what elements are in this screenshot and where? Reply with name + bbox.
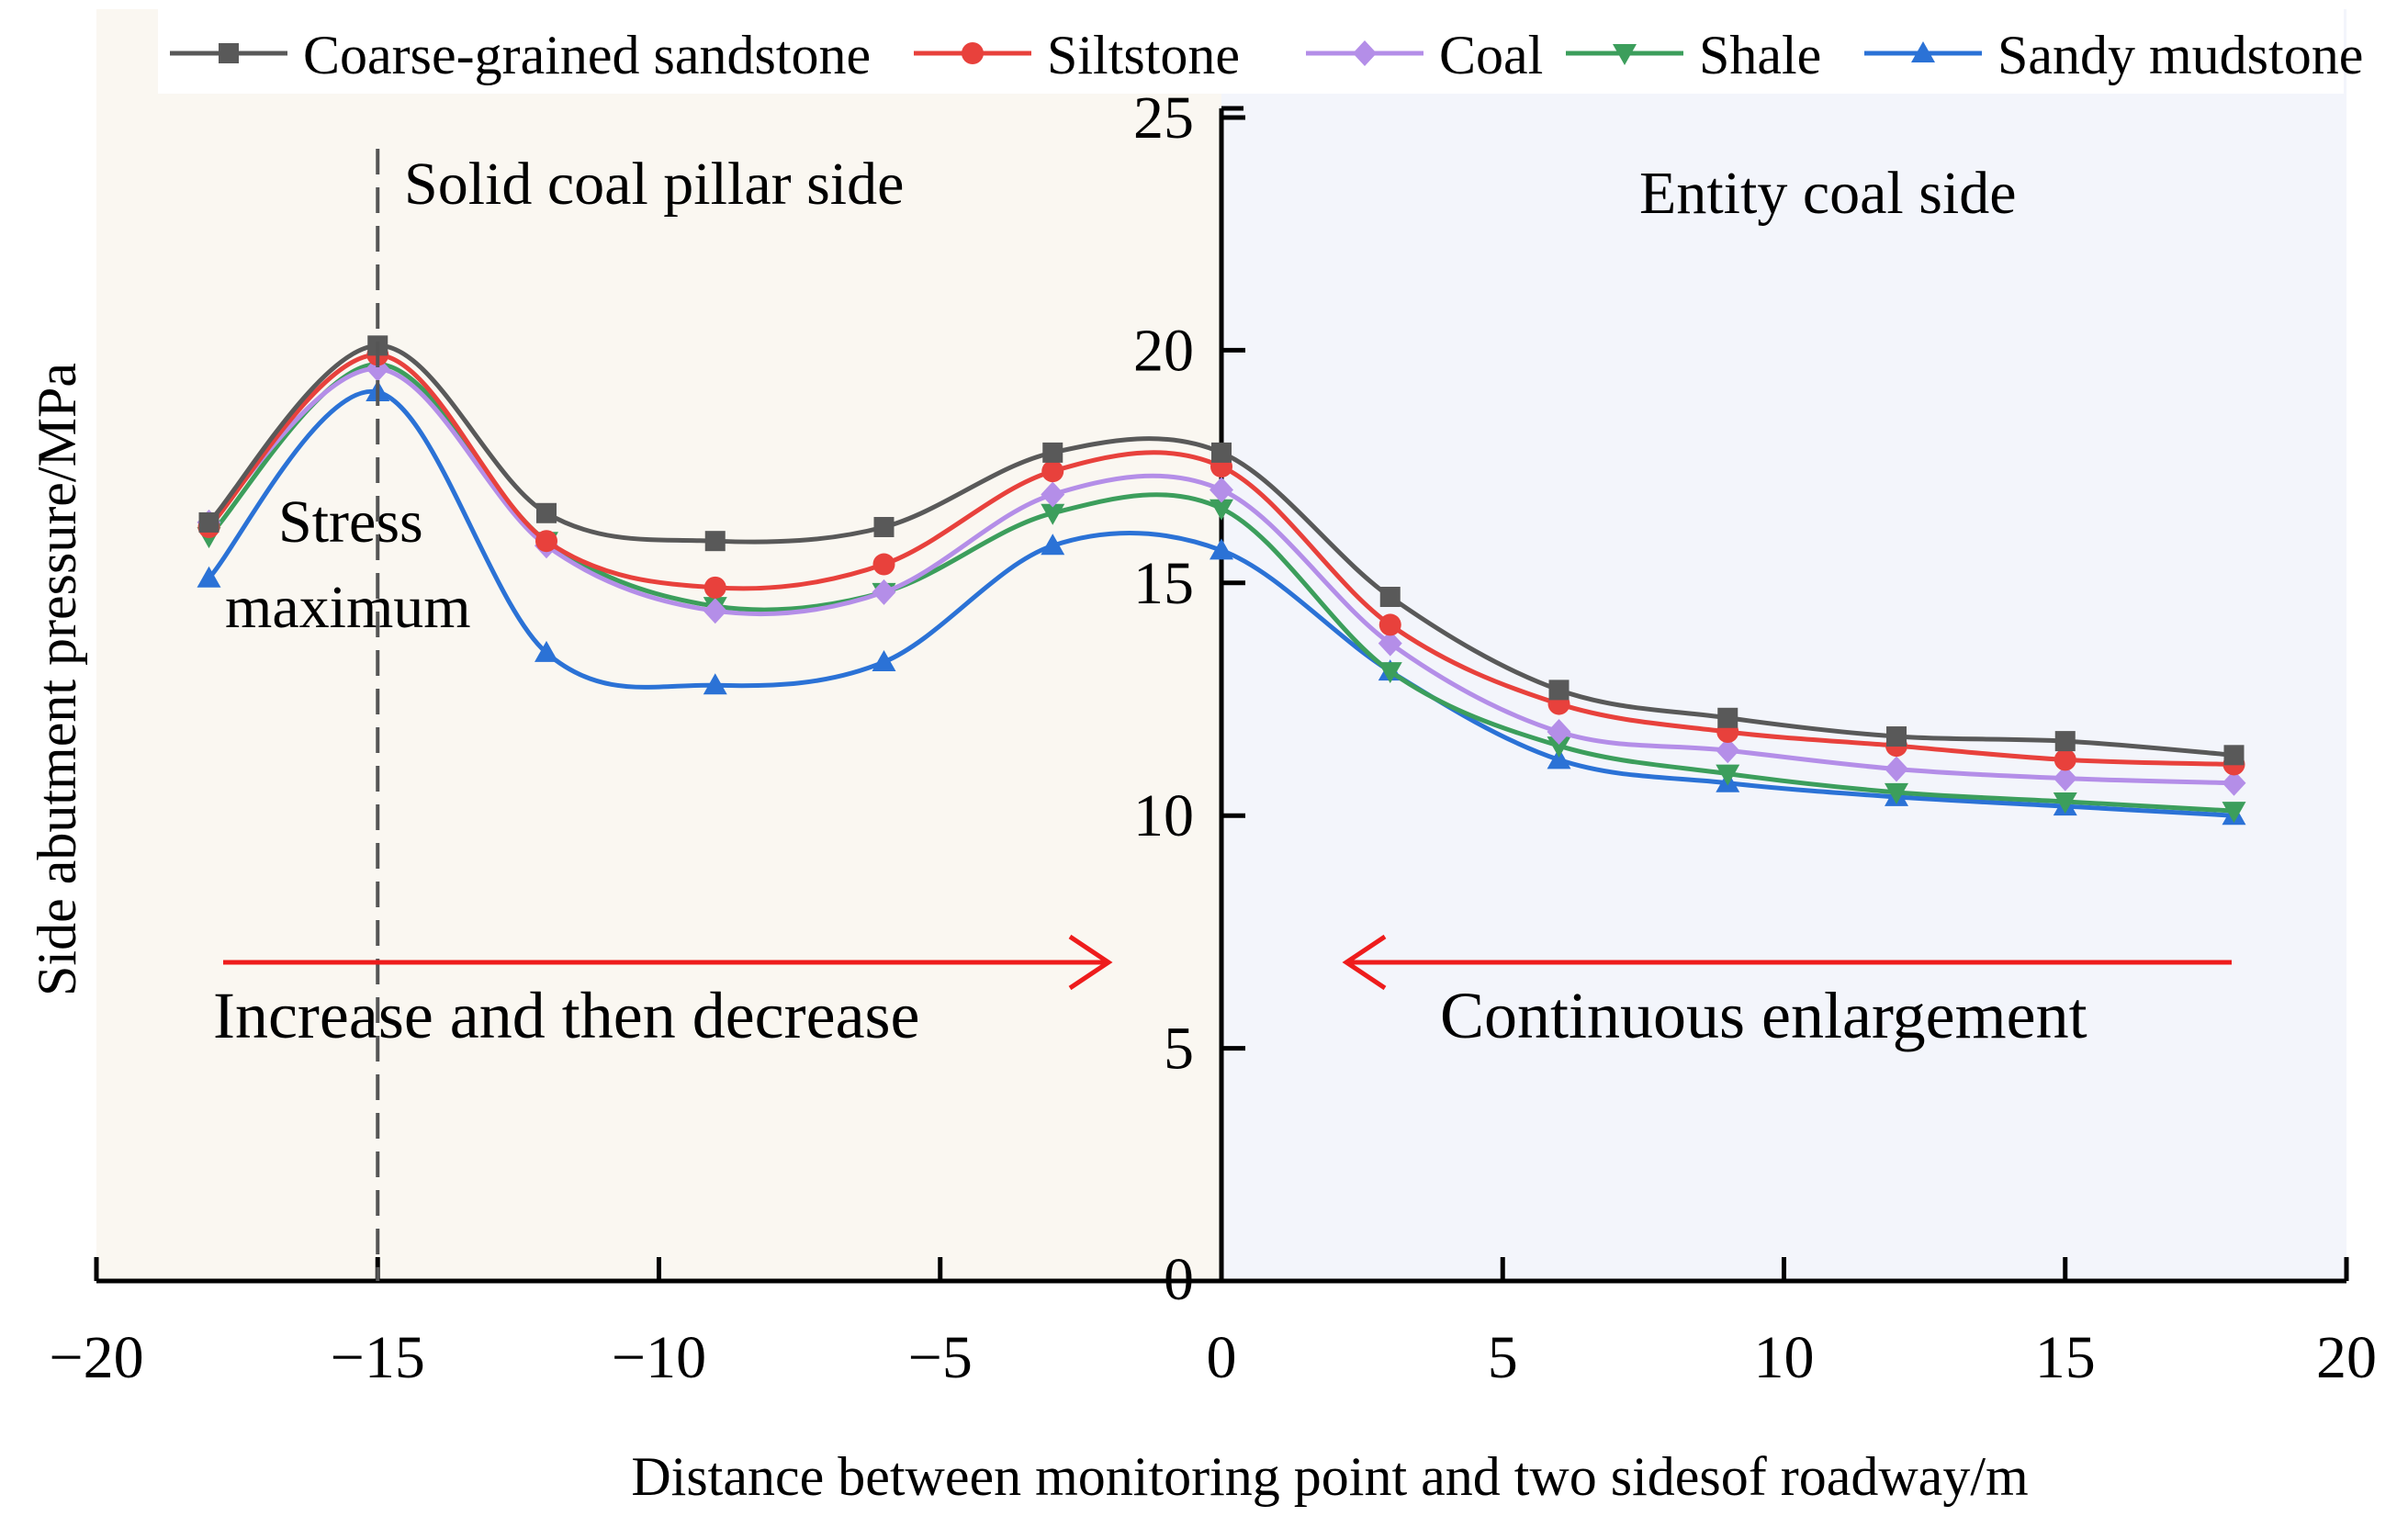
- series-siltstone: [197, 343, 2245, 776]
- stress-maximum-label-line1: Stress: [278, 489, 423, 556]
- data-point: [1378, 630, 1402, 657]
- legend-swatch-marker: [219, 43, 239, 63]
- data-point: [1041, 534, 1065, 556]
- data-point: [2223, 745, 2245, 766]
- y-tick-label: 25: [1133, 84, 1194, 152]
- data-point: [198, 511, 219, 533]
- data-point: [1547, 747, 1571, 770]
- data-point: [703, 598, 727, 624]
- data-point: [872, 579, 896, 605]
- pillar-side-background: [96, 9, 1221, 1281]
- data-point: [704, 531, 726, 552]
- data-point: [872, 553, 895, 576]
- legend-label: Shale: [1699, 25, 1821, 85]
- legend-item: Sandy mudstone: [1864, 25, 2363, 85]
- data-point: [1886, 726, 1907, 747]
- legend-swatch-marker: [962, 42, 984, 64]
- data-point: [534, 640, 558, 662]
- series-coarse-grained-sandstone: [198, 335, 2245, 766]
- data-point: [1379, 587, 1401, 608]
- x-tick-label: 20: [2316, 1324, 2377, 1391]
- data-point: [536, 502, 557, 523]
- legend-item: Shale: [1566, 25, 1821, 85]
- legend: Coarse-grained sandstone Siltstone Coal Sha…: [158, 9, 2363, 94]
- left-region-label: Solid coal pillar side: [404, 151, 904, 218]
- x-tick-label: −10: [612, 1324, 706, 1391]
- right-region-label: Entity coal side: [1639, 160, 2017, 227]
- x-tick-label: −5: [908, 1324, 973, 1391]
- x-tick-label: 0: [1207, 1324, 1237, 1391]
- data-point: [1717, 707, 1738, 728]
- data-point: [2054, 748, 2076, 771]
- series-layer: [197, 335, 2246, 826]
- data-point: [2053, 792, 2077, 814]
- data-point: [703, 576, 726, 599]
- x-tick-label: −20: [49, 1324, 143, 1391]
- entity-side-background: [1221, 9, 2346, 1281]
- x-tick-label: 10: [1754, 1324, 1815, 1391]
- data-point: [2222, 770, 2246, 796]
- data-point: [872, 649, 896, 671]
- data-point: [1885, 782, 1908, 804]
- legend-label: Coal: [1439, 25, 1543, 85]
- series-line: [207, 366, 2234, 786]
- annotation-layer: Solid coal pillar side Entity coal side …: [27, 149, 2232, 1507]
- data-point: [1210, 477, 1233, 503]
- data-point: [1210, 499, 1233, 521]
- series-line: [207, 352, 2234, 767]
- data-point: [703, 673, 727, 695]
- legend-label: Coarse-grained sandstone: [303, 25, 871, 85]
- y-axis-label: Side abutment pressure/MPa: [27, 363, 87, 996]
- stress-maximum-label-line2: maximum: [225, 574, 471, 641]
- data-point: [197, 566, 221, 588]
- data-point: [1041, 481, 1065, 508]
- legend-item: Coarse-grained sandstone: [170, 25, 871, 85]
- legend-swatch-marker: [1613, 44, 1637, 65]
- series-line: [207, 343, 2234, 758]
- legend-swatch-marker: [1353, 40, 1377, 66]
- y-tick-label: 20: [1133, 317, 1194, 384]
- legend-item: Coal: [1306, 25, 1543, 85]
- data-point: [535, 530, 557, 553]
- legend-swatch-marker: [1911, 41, 1935, 62]
- y-tick-label: 15: [1133, 550, 1194, 617]
- data-point: [1211, 442, 1232, 463]
- x-tick-label: 15: [2035, 1324, 2096, 1391]
- legend-item: Siltstone: [914, 25, 1240, 85]
- data-point: [1041, 460, 1064, 483]
- data-point: [1547, 718, 1571, 745]
- data-point: [1210, 538, 1233, 560]
- data-point: [1042, 442, 1063, 463]
- data-point: [1716, 764, 1740, 786]
- x-tick-label: −15: [331, 1324, 425, 1391]
- data-point: [1547, 736, 1571, 758]
- data-point: [1548, 680, 1570, 701]
- x-tick-label: 5: [1488, 1324, 1518, 1391]
- legend-label: Sandy mudstone: [1997, 25, 2363, 85]
- series-line: [207, 389, 2234, 818]
- data-point: [873, 516, 895, 537]
- right-trend-label: Continuous enlargement: [1440, 979, 2087, 1052]
- left-trend-label: Increase and then decrease: [213, 979, 920, 1052]
- x-axis-label: Distance between monitoring point and tw…: [631, 1446, 2028, 1507]
- arrow-head-left: [1342, 934, 1387, 991]
- data-point: [1041, 503, 1065, 525]
- y-tick-label: 5: [1164, 1016, 1194, 1083]
- y-tick-label: 10: [1133, 782, 1194, 849]
- data-point: [2222, 802, 2246, 824]
- data-point: [1885, 756, 1908, 782]
- data-point: [2053, 765, 2077, 792]
- data-point: [1716, 737, 1740, 764]
- axes: −20 −15 −10 −5 0 5 10 15 20 0 5 10 15 20 25: [49, 84, 2377, 1391]
- arrow-head-right: [1068, 934, 1113, 991]
- y-tick-label: 0: [1164, 1246, 1194, 1313]
- data-point: [1378, 613, 1401, 636]
- legend-label: Siltstone: [1047, 25, 1240, 85]
- data-point: [2054, 731, 2076, 752]
- data-point: [1378, 662, 1402, 684]
